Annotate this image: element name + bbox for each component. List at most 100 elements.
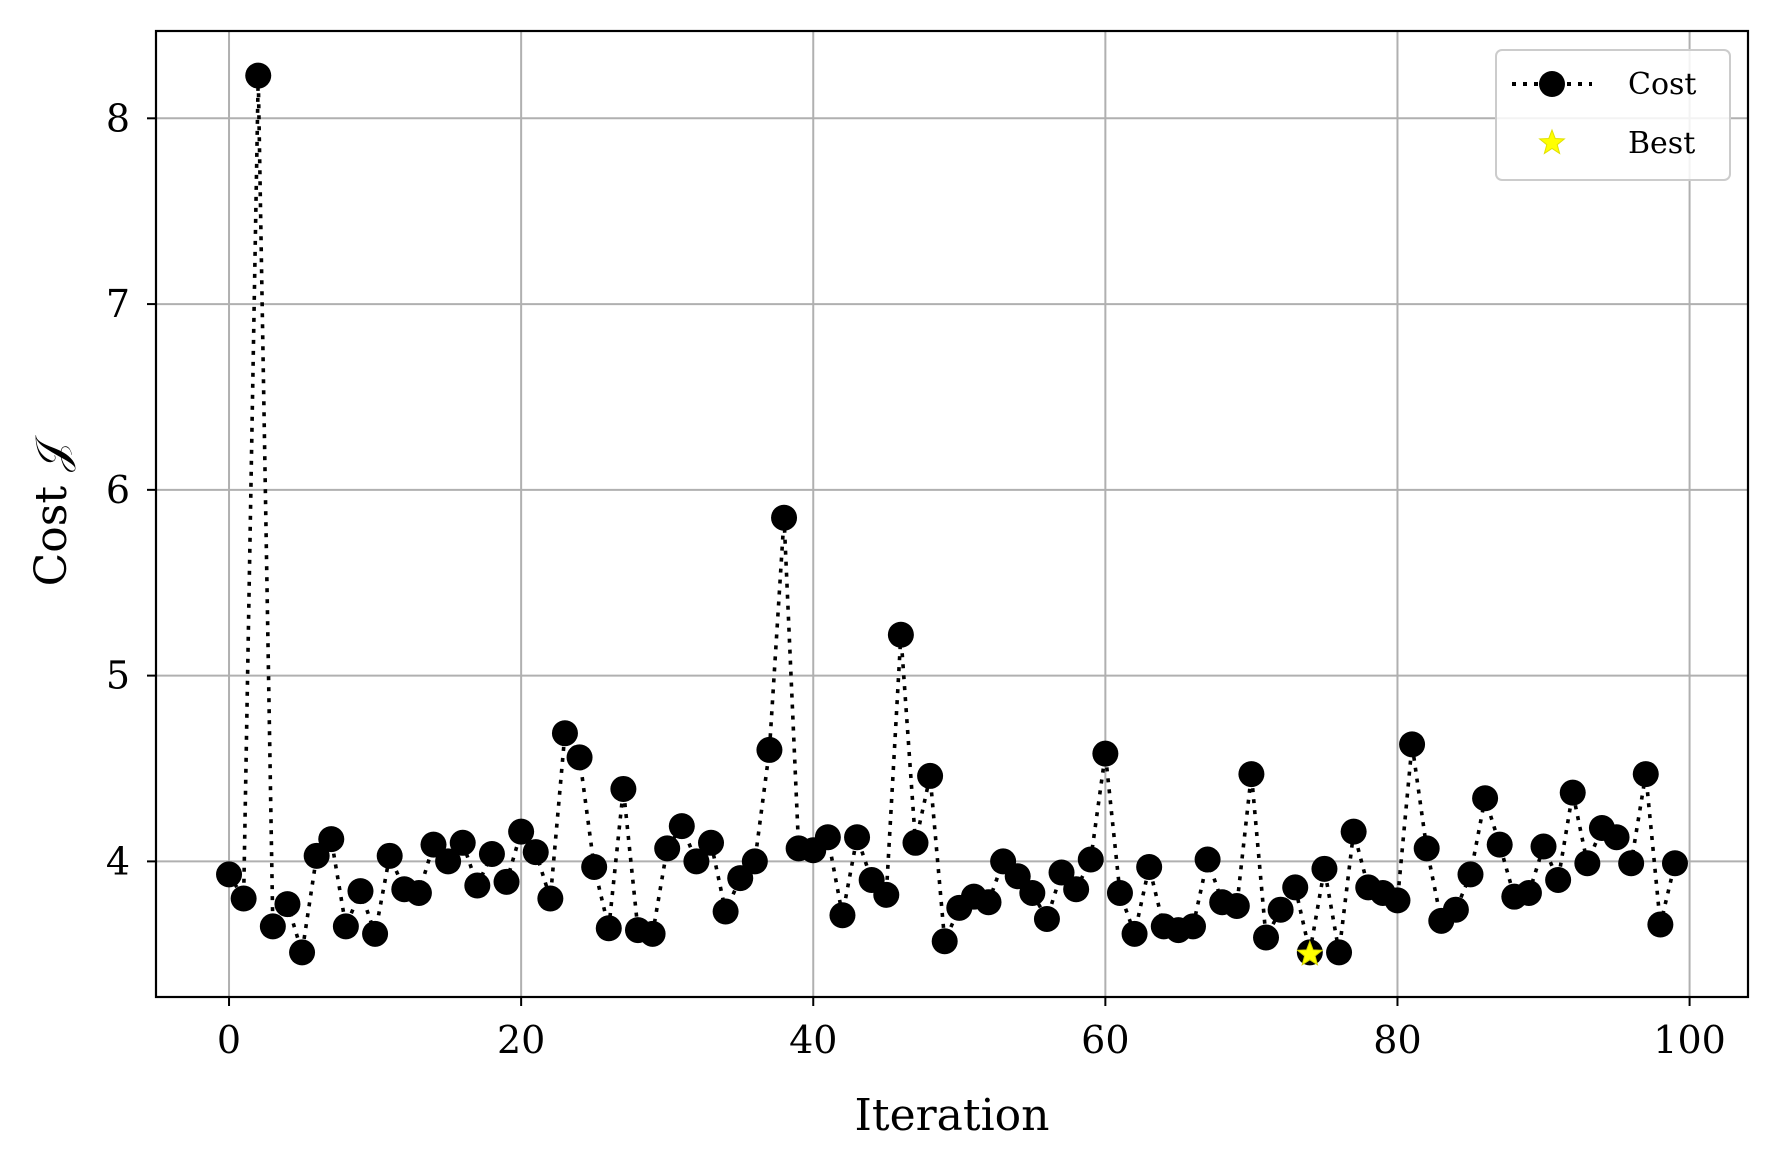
cost-point bbox=[595, 915, 622, 942]
cost-point bbox=[522, 839, 549, 866]
cost-point bbox=[1223, 892, 1250, 919]
y-axis-label: Cost 𝒥 bbox=[26, 435, 77, 586]
cost-point bbox=[814, 824, 841, 851]
cost-point bbox=[1442, 896, 1469, 923]
cost-point bbox=[668, 813, 695, 840]
x-tick-label: 60 bbox=[1081, 1018, 1129, 1062]
cost-point bbox=[259, 913, 286, 940]
cost-point bbox=[1019, 879, 1046, 906]
cost-point bbox=[639, 920, 666, 947]
cost-point bbox=[610, 775, 637, 802]
cost-point bbox=[654, 835, 681, 862]
legend: Cost Best bbox=[1495, 49, 1731, 181]
cost-point bbox=[1632, 761, 1659, 788]
y-tick-label: 6 bbox=[106, 468, 130, 512]
cost-point bbox=[1063, 876, 1090, 903]
cost-point bbox=[493, 868, 520, 895]
cost-point bbox=[887, 621, 914, 648]
cost-point bbox=[581, 853, 608, 880]
cost-point bbox=[771, 504, 798, 531]
cost-point bbox=[1048, 859, 1075, 886]
cost-point bbox=[566, 744, 593, 771]
x-tick-label: 80 bbox=[1373, 1018, 1421, 1062]
cost-point bbox=[1092, 740, 1119, 767]
cost-point bbox=[1384, 887, 1411, 914]
cost-point bbox=[551, 720, 578, 747]
cost-point bbox=[917, 762, 944, 789]
cost-point bbox=[1340, 818, 1367, 845]
cost-point bbox=[844, 824, 871, 851]
cost-point bbox=[1106, 879, 1133, 906]
cost-point bbox=[216, 861, 243, 888]
cost-point bbox=[975, 889, 1002, 916]
cost-point bbox=[420, 831, 447, 858]
cost-point bbox=[698, 829, 725, 856]
cost-point bbox=[1267, 896, 1294, 923]
cost-point bbox=[1179, 913, 1206, 940]
cost-point bbox=[1472, 785, 1499, 812]
legend-cost-marker bbox=[1539, 71, 1565, 97]
cost-point bbox=[712, 898, 739, 925]
cost-point bbox=[829, 902, 856, 929]
cost-point bbox=[683, 848, 710, 875]
cost-point bbox=[727, 865, 754, 892]
cost-point bbox=[1457, 861, 1484, 888]
legend-cost-label: Cost bbox=[1628, 67, 1696, 102]
y-tick-label: 5 bbox=[106, 654, 130, 698]
grid bbox=[156, 31, 1748, 997]
x-tick-label: 20 bbox=[497, 1018, 545, 1062]
cost-point bbox=[1530, 833, 1557, 860]
cost-point bbox=[1618, 850, 1645, 877]
cost-point bbox=[1647, 911, 1674, 938]
cost-point bbox=[1574, 850, 1601, 877]
cost-point bbox=[1194, 846, 1221, 873]
cost-point bbox=[1326, 939, 1353, 966]
x-tick-label: 100 bbox=[1653, 1018, 1726, 1062]
cost-point bbox=[1486, 831, 1513, 858]
x-tick-label: 40 bbox=[789, 1018, 837, 1062]
cost-point bbox=[449, 829, 476, 856]
cost-point bbox=[435, 848, 462, 875]
legend-best-marker bbox=[1538, 128, 1566, 155]
cost-point bbox=[1661, 850, 1688, 877]
cost-point bbox=[230, 885, 257, 912]
cost-point bbox=[1413, 835, 1440, 862]
y-tick-label: 7 bbox=[106, 282, 130, 326]
cost-point bbox=[873, 881, 900, 908]
x-tick-label: 0 bbox=[217, 1018, 241, 1062]
cost-point bbox=[1136, 853, 1163, 880]
cost-point bbox=[1559, 779, 1586, 806]
cost-point bbox=[405, 879, 432, 906]
cost-point bbox=[508, 818, 535, 845]
cost-point bbox=[376, 842, 403, 869]
cost-point bbox=[1033, 905, 1060, 932]
cost-point bbox=[1238, 761, 1265, 788]
ticks: 0 20 40 60 80 100 4 5 6 7 8 bbox=[106, 96, 1726, 1062]
x-axis-label: Iteration bbox=[855, 1090, 1050, 1141]
cost-point bbox=[1253, 924, 1280, 951]
cost-point bbox=[362, 920, 389, 947]
cost-point bbox=[1121, 920, 1148, 947]
cost-point bbox=[478, 840, 505, 867]
cost-point bbox=[1515, 879, 1542, 906]
cost-point bbox=[347, 878, 374, 905]
cost-point bbox=[464, 872, 491, 899]
cost-point bbox=[741, 848, 768, 875]
cost-point bbox=[1077, 846, 1104, 873]
cost-point bbox=[274, 891, 301, 918]
y-tick-label: 8 bbox=[106, 96, 130, 140]
cost-point bbox=[1545, 866, 1572, 893]
cost-point bbox=[931, 928, 958, 955]
best-point bbox=[1296, 939, 1324, 966]
cost-point bbox=[1399, 731, 1426, 758]
cost-point bbox=[1282, 874, 1309, 901]
plot-frame bbox=[154, 29, 1750, 999]
cost-point bbox=[1603, 824, 1630, 851]
series bbox=[216, 62, 1688, 966]
cost-point bbox=[537, 885, 564, 912]
cost-point bbox=[303, 842, 330, 869]
cost-point bbox=[902, 829, 929, 856]
cost-point bbox=[332, 913, 359, 940]
cost-series-line bbox=[227, 75, 1677, 953]
